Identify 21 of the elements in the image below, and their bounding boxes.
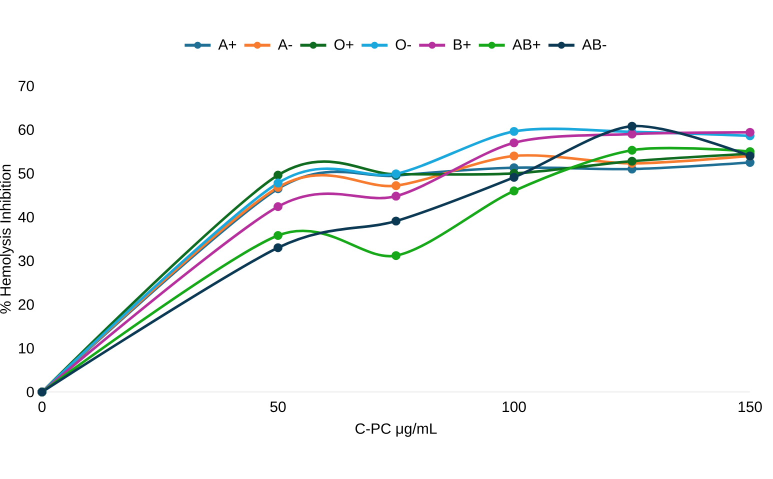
x-tick-label: 0 [38, 402, 46, 412]
x-tick-label: 100 [502, 402, 526, 412]
x-tick-label: 150 [738, 402, 762, 412]
y-tick-label: 20 [18, 299, 34, 310]
legend-label: O- [396, 39, 411, 50]
y-axis-title: % Hemolysis Inhibition [0, 164, 14, 314]
legend-label: A- [278, 39, 292, 50]
y-tick-label: 10 [19, 342, 34, 354]
y-tick-label: 30 [18, 256, 34, 266]
x-axis-title: C-PC μg/mL [356, 422, 437, 437]
legend-label: AB+ [512, 39, 540, 50]
y-tick-label: 0 [26, 386, 34, 398]
legend-label: AB- [582, 39, 606, 50]
x-tick-label: 50 [270, 402, 286, 412]
y-tick-label: 70 [18, 80, 34, 92]
legend-label: A+ [218, 39, 236, 50]
legend-label: B+ [454, 39, 471, 50]
y-tick-label: 50 [18, 168, 34, 179]
legend-label: O+ [334, 39, 354, 50]
y-tick-label: 60 [18, 124, 34, 135]
y-tick-label: 40 [18, 212, 34, 222]
